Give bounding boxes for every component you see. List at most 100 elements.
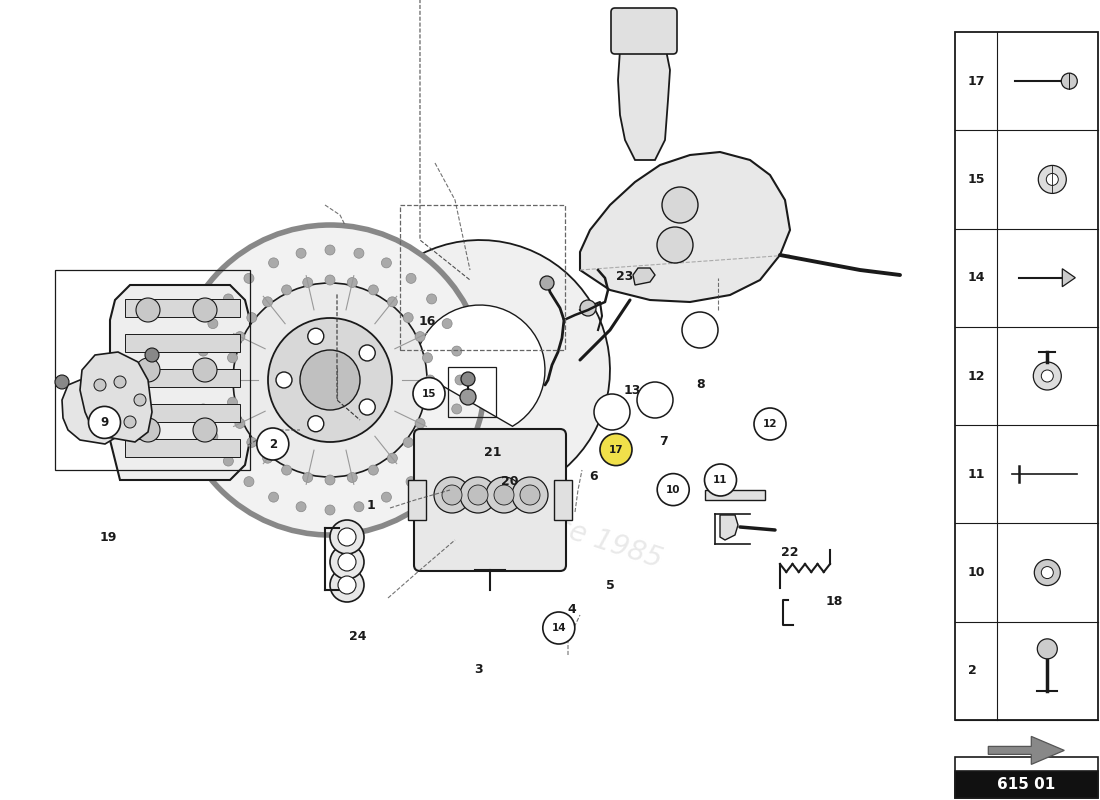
- Circle shape: [354, 502, 364, 512]
- Circle shape: [223, 294, 233, 304]
- Circle shape: [387, 453, 397, 463]
- Text: 18: 18: [825, 595, 843, 608]
- Polygon shape: [988, 736, 1065, 765]
- Circle shape: [657, 227, 693, 263]
- Circle shape: [233, 283, 427, 477]
- Bar: [955, 771, 1098, 798]
- Circle shape: [235, 332, 245, 342]
- Circle shape: [461, 372, 475, 386]
- Polygon shape: [350, 240, 610, 498]
- Text: 19: 19: [99, 531, 117, 544]
- Bar: [125, 404, 240, 422]
- Text: 11: 11: [713, 475, 728, 485]
- Text: EUR-: EUR-: [163, 323, 497, 445]
- Circle shape: [198, 404, 208, 414]
- Circle shape: [1034, 559, 1060, 586]
- Bar: [955, 32, 1098, 720]
- Polygon shape: [632, 268, 654, 285]
- Circle shape: [208, 431, 218, 442]
- Circle shape: [268, 492, 278, 502]
- Text: 14: 14: [968, 271, 986, 284]
- Bar: [125, 369, 240, 387]
- Circle shape: [136, 358, 160, 382]
- Circle shape: [412, 378, 446, 410]
- Circle shape: [460, 477, 496, 513]
- Circle shape: [88, 406, 121, 438]
- Circle shape: [1062, 73, 1077, 89]
- Text: 15: 15: [968, 173, 986, 186]
- Circle shape: [55, 375, 69, 389]
- Bar: [125, 439, 240, 457]
- Text: 2: 2: [968, 664, 977, 678]
- Circle shape: [382, 258, 392, 268]
- Text: 14: 14: [551, 623, 566, 633]
- Text: a passion for parts since 1985: a passion for parts since 1985: [258, 418, 666, 574]
- Circle shape: [455, 375, 465, 385]
- Circle shape: [338, 576, 356, 594]
- Bar: [408, 480, 426, 520]
- Circle shape: [434, 477, 470, 513]
- Circle shape: [228, 353, 238, 362]
- Circle shape: [198, 346, 208, 356]
- Polygon shape: [110, 285, 250, 480]
- Circle shape: [268, 318, 392, 442]
- Polygon shape: [62, 380, 118, 444]
- Text: 16: 16: [418, 315, 436, 328]
- Text: 1: 1: [366, 499, 375, 512]
- Circle shape: [330, 545, 364, 579]
- Text: 11: 11: [968, 468, 986, 481]
- Text: 12: 12: [762, 419, 778, 429]
- Circle shape: [354, 248, 364, 258]
- Circle shape: [1042, 566, 1054, 578]
- Circle shape: [228, 398, 238, 407]
- Circle shape: [387, 297, 397, 307]
- Circle shape: [300, 350, 360, 410]
- Circle shape: [425, 375, 435, 385]
- Text: 7: 7: [659, 435, 668, 448]
- Circle shape: [422, 353, 432, 362]
- Polygon shape: [720, 515, 738, 540]
- Circle shape: [406, 274, 416, 283]
- Circle shape: [296, 502, 306, 512]
- Circle shape: [427, 456, 437, 466]
- Circle shape: [223, 456, 233, 466]
- Text: 3: 3: [474, 663, 483, 676]
- Circle shape: [124, 416, 136, 428]
- Circle shape: [192, 418, 217, 442]
- Circle shape: [338, 528, 356, 546]
- Circle shape: [540, 276, 554, 290]
- Text: 5: 5: [606, 579, 615, 592]
- Circle shape: [296, 248, 306, 258]
- Text: 13: 13: [624, 384, 641, 397]
- Circle shape: [192, 298, 217, 322]
- Circle shape: [682, 312, 718, 348]
- Circle shape: [442, 431, 452, 442]
- Circle shape: [282, 465, 292, 475]
- Circle shape: [244, 477, 254, 486]
- Circle shape: [134, 394, 146, 406]
- Circle shape: [348, 278, 358, 287]
- Circle shape: [268, 258, 278, 268]
- Circle shape: [308, 416, 323, 432]
- Circle shape: [114, 376, 126, 388]
- Circle shape: [406, 477, 416, 486]
- Polygon shape: [415, 305, 544, 426]
- Bar: [554, 480, 572, 520]
- Circle shape: [302, 278, 312, 287]
- Circle shape: [348, 473, 358, 482]
- Circle shape: [1038, 166, 1066, 194]
- Circle shape: [192, 358, 217, 382]
- Circle shape: [99, 409, 111, 421]
- Circle shape: [226, 375, 235, 385]
- Circle shape: [754, 408, 786, 440]
- Circle shape: [404, 313, 414, 322]
- Text: 6: 6: [590, 470, 598, 482]
- Circle shape: [1046, 174, 1058, 186]
- Circle shape: [422, 398, 432, 407]
- Text: 4: 4: [568, 603, 576, 616]
- Polygon shape: [80, 352, 152, 442]
- Circle shape: [235, 418, 245, 428]
- Bar: [448, 367, 496, 417]
- Polygon shape: [580, 152, 790, 302]
- Circle shape: [520, 485, 540, 505]
